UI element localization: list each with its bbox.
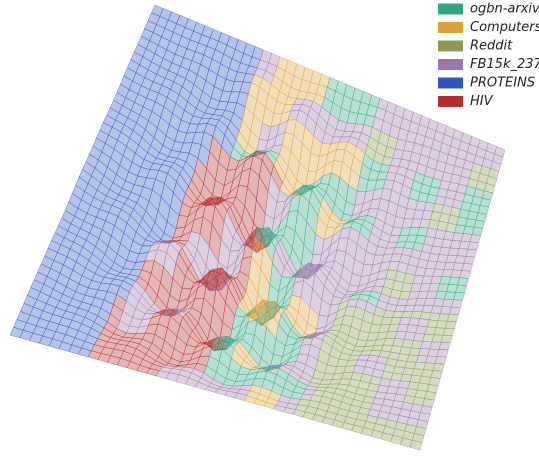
legend-swatch bbox=[438, 22, 463, 33]
legend-swatch bbox=[438, 96, 463, 107]
legend: ogbn-arxiv Computers Reddit FB15k_237 PROTEI… bbox=[438, 2, 539, 110]
surface-cell bbox=[466, 249, 477, 257]
surface-cell bbox=[447, 314, 458, 321]
surface-cell bbox=[433, 363, 444, 371]
surface-cell bbox=[462, 263, 473, 271]
legend-swatch bbox=[438, 59, 463, 70]
surface-cell bbox=[472, 227, 483, 235]
surface-cell bbox=[460, 271, 471, 279]
legend-label: ogbn-arxiv bbox=[470, 2, 539, 17]
surface-cell bbox=[458, 278, 469, 286]
surface-cell bbox=[441, 335, 452, 343]
legend-swatch bbox=[438, 4, 463, 15]
surface-cell bbox=[468, 242, 479, 250]
surface-cell bbox=[443, 328, 454, 335]
surface-cell bbox=[449, 307, 460, 314]
surface-cell bbox=[454, 292, 465, 300]
surface-cell bbox=[435, 356, 446, 364]
legend-swatch bbox=[438, 78, 463, 89]
surface-cell bbox=[470, 235, 481, 243]
legend-label: FB15k_237 bbox=[470, 57, 539, 72]
surface-cell bbox=[456, 285, 467, 293]
legend-label: HIV bbox=[470, 94, 494, 109]
surface-cell bbox=[464, 256, 475, 264]
surface bbox=[10, 5, 505, 450]
legend-swatch bbox=[438, 41, 463, 52]
surface-cell bbox=[474, 220, 485, 228]
chart: ogbn-arxiv Computers Reddit FB15k_237 PROTEI… bbox=[0, 0, 539, 456]
legend-label: Reddit bbox=[470, 39, 513, 54]
surface-cell bbox=[439, 342, 450, 350]
legend-label: PROTEINS bbox=[470, 76, 535, 91]
surface-cell bbox=[445, 321, 456, 328]
surface-cell bbox=[437, 349, 448, 357]
surface-cell bbox=[451, 300, 462, 308]
legend-label: Computers bbox=[470, 20, 539, 35]
